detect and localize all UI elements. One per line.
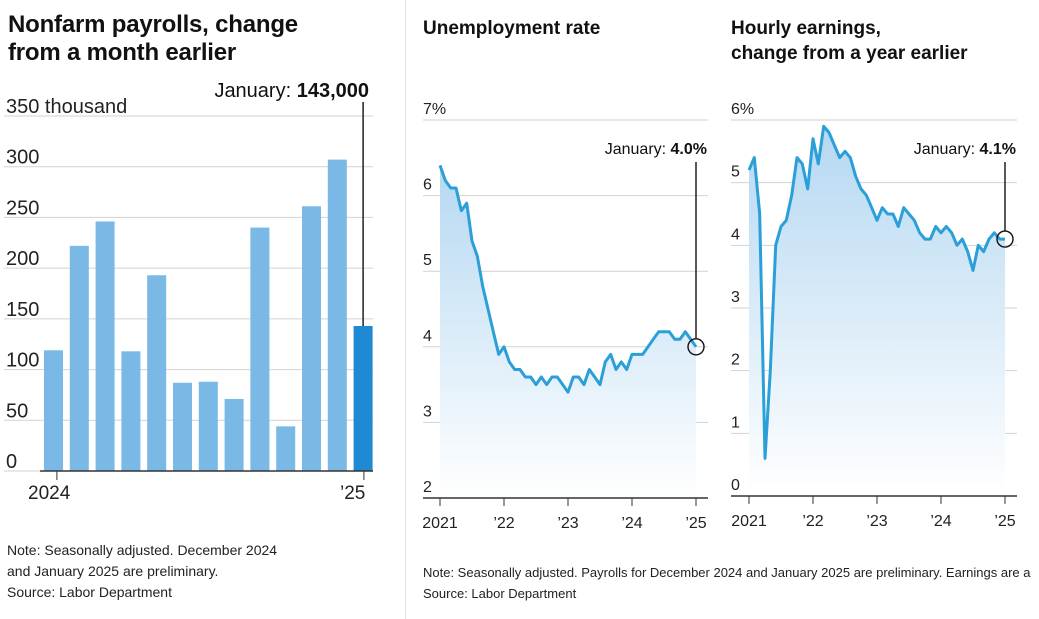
payrolls-bar [44, 350, 63, 471]
unemployment-xtick-label: ’24 [621, 515, 642, 532]
unemployment-ytick-label: 4 [423, 328, 432, 345]
rates-panel: Unemployment rate Hourly earnings, chang… [410, 0, 1039, 619]
payrolls-bar [95, 221, 115, 471]
unemployment-xtick-label: ’23 [557, 515, 578, 532]
payrolls-chart: 350 thousand 300 250 200 150 100 50 0 2024 ’25 Jan… [4, 80, 373, 504]
earnings-xtick-label: ’23 [866, 513, 887, 530]
unemployment-annotation: January: 4.0% [605, 141, 707, 158]
unemployment-annotation-prefix: January: [605, 141, 671, 158]
payrolls-xtick-label: 2024 [28, 483, 71, 504]
payrolls-bar [327, 159, 347, 471]
panel-divider [405, 0, 406, 619]
earnings-ytick-label: 5 [731, 164, 740, 181]
earnings-title: Hourly earnings, change from a year earl… [731, 18, 968, 64]
earnings-annotation-value: 4.1% [980, 141, 1016, 158]
earnings-line [747, 124, 1005, 460]
earnings-endpoint-circle [996, 230, 1014, 248]
payrolls-bar [250, 227, 270, 471]
rates-note: Note: Seasonally adjusted. Payrolls for … [423, 565, 1031, 601]
payrolls-bar [224, 398, 244, 471]
payrolls-bar [302, 206, 321, 471]
payrolls-bar [173, 382, 192, 471]
earnings-xtick-label: ’24 [930, 513, 951, 530]
payrolls-bar [198, 381, 218, 471]
unemployment-ytick-label: 2 [423, 479, 432, 496]
unemployment-ytick-label: 6 [423, 177, 432, 194]
unemployment-xtick-label: 2021 [422, 515, 458, 532]
rates-charts: 7% 6 5 4 3 2 2021 ’22 ’23 ’24 ’25 January: 4.0% 6% 5 4… [422, 101, 1017, 532]
unemployment-endpoint-circle [687, 338, 705, 356]
payrolls-bar [147, 275, 167, 471]
payrolls-ytick-label: 200 [6, 248, 39, 270]
payrolls-ytick-label: 100 [6, 350, 39, 372]
unemployment-xtick-label: ’25 [685, 515, 706, 532]
payrolls-title: Nonfarm payrolls, change from a month ea… [8, 11, 298, 66]
payrolls-bar [353, 325, 373, 471]
payrolls-ytick-label: 300 [6, 147, 39, 169]
earnings-annotation: January: 4.1% [914, 141, 1016, 158]
earnings-ytick-label: 6% [731, 101, 754, 118]
payrolls-ytick-label: 350 thousand [6, 96, 127, 118]
unemployment-annotation-value: 4.0% [671, 141, 707, 158]
payrolls-bar [121, 351, 141, 471]
earnings-xtick-label: ’25 [994, 513, 1015, 530]
earnings-ytick-label: 0 [731, 477, 740, 494]
payrolls-bar [69, 245, 89, 471]
payrolls-annotation: January: 143,000 [214, 80, 369, 102]
payrolls-ytick-label: 0 [6, 451, 17, 473]
unemployment-ytick-label: 3 [423, 403, 432, 420]
payrolls-ytick-label: 50 [6, 400, 28, 422]
unemployment-title: Unemployment rate [423, 18, 601, 39]
payrolls-annotation-prefix: January: [214, 80, 296, 102]
unemployment-area [440, 165, 696, 498]
payrolls-xtick-label: ’25 [340, 483, 365, 504]
earnings-xtick-label: 2021 [731, 513, 767, 530]
payrolls-annotation-value: 143,000 [297, 80, 369, 102]
earnings-ytick-label: 1 [731, 414, 740, 431]
payrolls-panel: Nonfarm payrolls, change from a month ea… [0, 0, 400, 619]
earnings-ytick-label: 2 [731, 352, 740, 369]
payrolls-ytick-label: 150 [6, 299, 39, 321]
unemployment-ytick-label: 5 [423, 252, 432, 269]
unemployment-ytick-label: 7% [423, 101, 446, 118]
earnings-annotation-prefix: January: [914, 141, 980, 158]
earnings-ytick-label: 4 [731, 226, 740, 243]
payrolls-bar [276, 426, 296, 471]
payrolls-note: Note: Seasonally adjusted. December 2024… [7, 542, 278, 600]
earnings-area [749, 126, 1005, 497]
earnings-ytick-label: 3 [731, 289, 740, 306]
unemployment-line [438, 164, 698, 394]
earnings-xtick-label: ’22 [802, 513, 823, 530]
payrolls-ytick-label: 250 [6, 197, 39, 219]
unemployment-xtick-label: ’22 [493, 515, 514, 532]
